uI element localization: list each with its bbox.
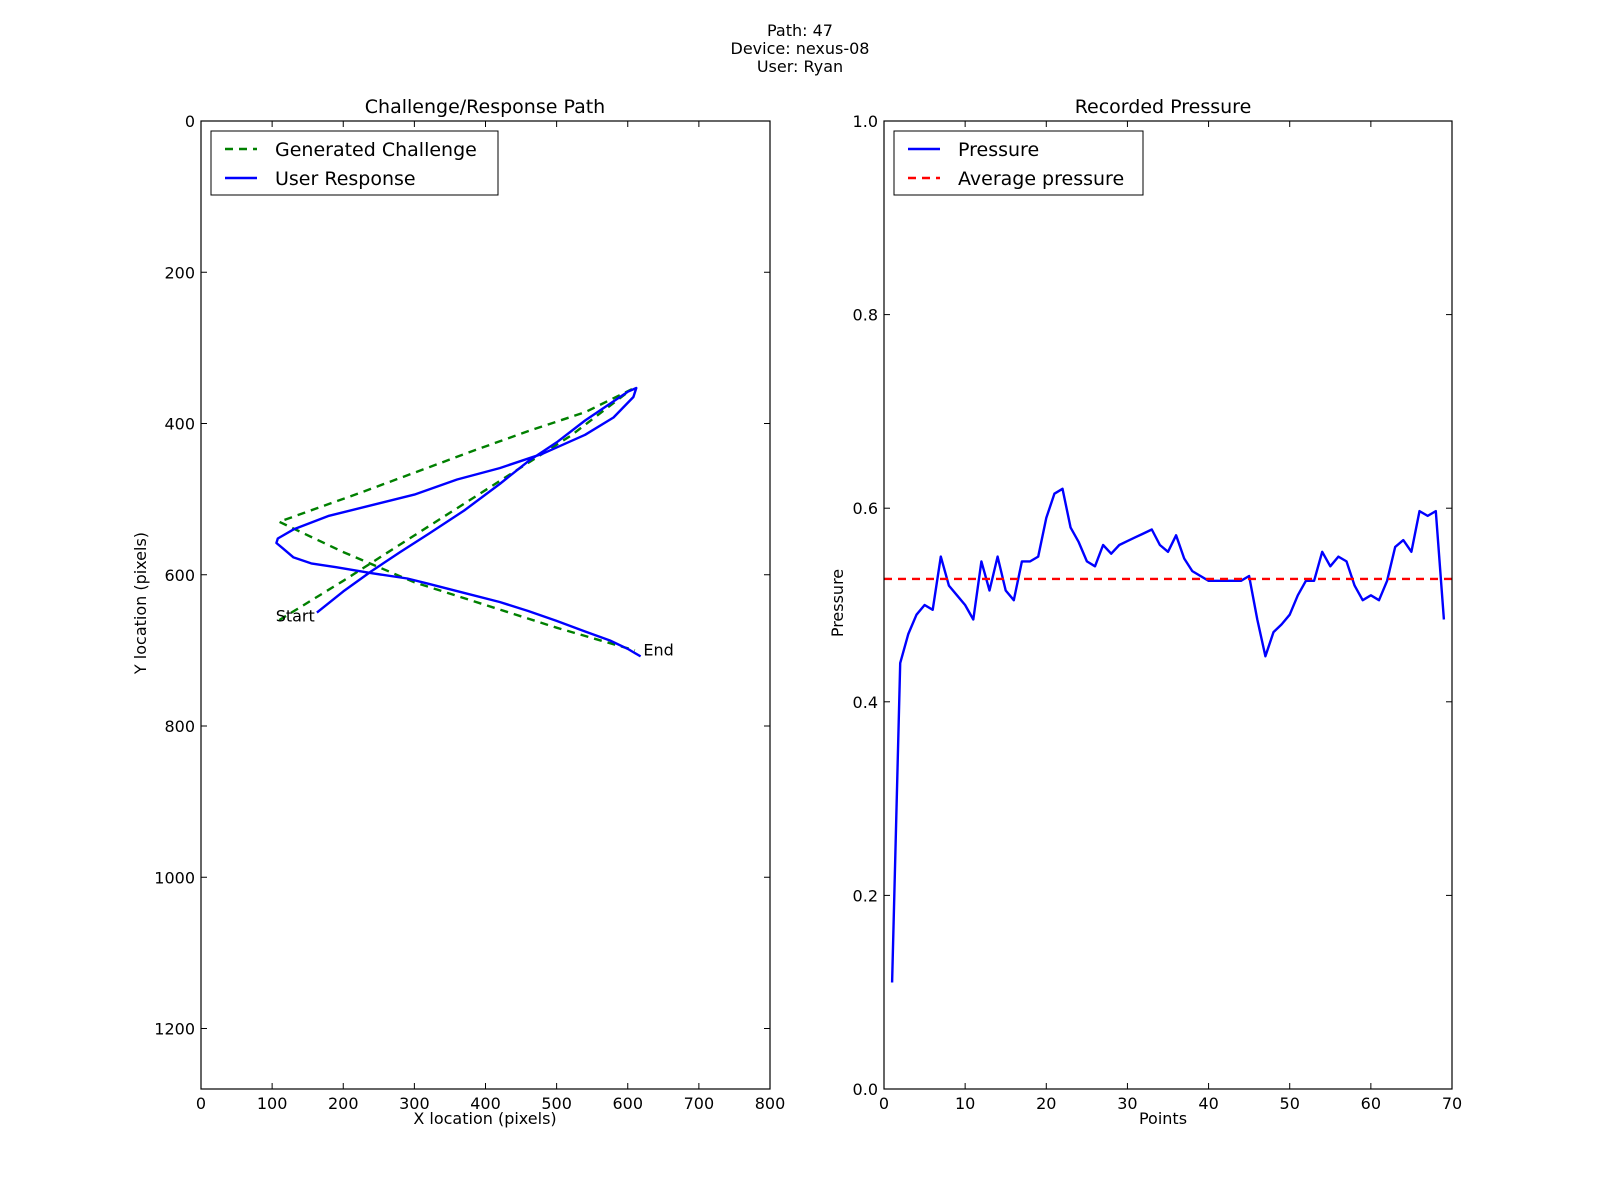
x-tick-label: 300 — [399, 1094, 430, 1113]
chart-title: Recorded Pressure — [1075, 96, 1252, 118]
y-tick-label: 0 — [185, 112, 195, 131]
x-tick-label: 30 — [1117, 1094, 1137, 1113]
y-tick-label: 400 — [164, 415, 195, 434]
x-axis-label: X location (pixels) — [413, 1109, 556, 1128]
chart-title: Challenge/Response Path — [365, 96, 605, 118]
y-tick-label: 0.8 — [853, 306, 878, 325]
x-tick-label: 100 — [257, 1094, 288, 1113]
y-tick-label: 800 — [164, 717, 195, 736]
x-axis-label: Points — [1139, 1109, 1187, 1128]
y-axis-label: Y location (pixels) — [131, 532, 150, 675]
y-tick-label: 0.2 — [853, 886, 878, 905]
y-axis-label: Pressure — [828, 569, 847, 637]
x-tick-label: 500 — [541, 1094, 572, 1113]
x-tick-label: 10 — [955, 1094, 975, 1113]
legend-label: User Response — [275, 168, 416, 190]
x-tick-label: 200 — [328, 1094, 359, 1113]
series-line-0 — [278, 388, 636, 652]
suptitle-line-device: Device: nexus-08 — [731, 39, 870, 58]
figure-suptitle: Path: 47 Device: nexus-08 User: Ryan — [731, 21, 870, 76]
legend: Pressure Average pressure — [893, 130, 1144, 196]
recorded-pressure-chart: Recorded Pressure Points Pressure 0 10 20 3… — [828, 96, 1462, 1128]
legend-label: Average pressure — [958, 168, 1124, 190]
x-tick-label: 700 — [684, 1094, 715, 1113]
legend: Generated Challenge User Response — [210, 130, 499, 196]
x-tick-label: 70 — [1442, 1094, 1462, 1113]
x-tick-label: 40 — [1198, 1094, 1218, 1113]
legend-box — [893, 130, 1144, 196]
annotation-label: Start — [276, 606, 315, 625]
y-tick-label: 1200 — [154, 1020, 195, 1039]
y-tick-label: 0.4 — [853, 693, 878, 712]
annotation-label: End — [643, 640, 673, 659]
x-tick-label: 0 — [879, 1094, 889, 1113]
legend-box — [210, 130, 499, 196]
challenge-response-path-chart: Challenge/Response Path X location (pixe… — [131, 96, 785, 1128]
x-tick-label: 60 — [1361, 1094, 1381, 1113]
legend-label: Generated Challenge — [275, 139, 477, 161]
x-tick-label: 20 — [1036, 1094, 1056, 1113]
y-tick-label: 0.0 — [853, 1080, 878, 1099]
y-tick-label: 1000 — [154, 868, 195, 887]
series-line-1 — [275, 386, 642, 658]
x-tick-label: 400 — [470, 1094, 501, 1113]
x-tick-label: 50 — [1280, 1094, 1300, 1113]
suptitle-line-user: User: Ryan — [757, 57, 843, 76]
x-tick-label: 0 — [196, 1094, 206, 1113]
legend-label: Pressure — [958, 139, 1039, 161]
plot-frame — [883, 120, 1453, 1090]
suptitle-line-path: Path: 47 — [767, 21, 833, 40]
y-tick-label: 1.0 — [853, 112, 878, 131]
x-tick-label: 600 — [612, 1094, 643, 1113]
series-line-0 — [890, 487, 1446, 983]
y-tick-label: 600 — [164, 566, 195, 585]
y-tick-label: 0.6 — [853, 499, 878, 518]
plot-frame — [200, 120, 771, 1090]
y-tick-label: 200 — [164, 263, 195, 282]
x-tick-label: 800 — [755, 1094, 786, 1113]
